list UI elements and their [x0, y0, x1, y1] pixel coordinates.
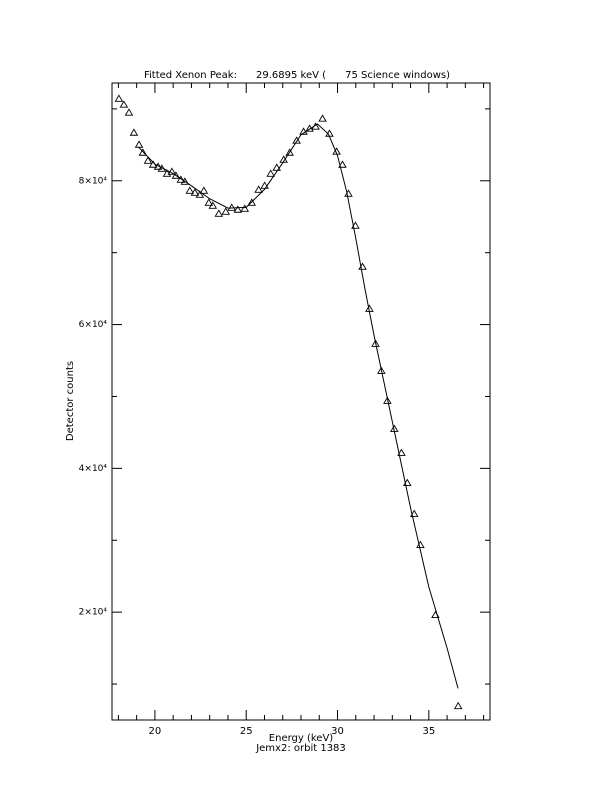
data-point — [365, 304, 374, 312]
plot-frame — [111, 82, 491, 721]
y-axis-label: Detector counts — [65, 361, 76, 441]
data-point — [305, 124, 314, 132]
data-point — [129, 128, 139, 136]
data-point — [153, 162, 163, 170]
data-point — [221, 207, 231, 215]
x-tick-label: 25 — [240, 726, 253, 737]
data-point — [134, 140, 144, 148]
data-point — [190, 188, 200, 196]
data-point — [338, 160, 347, 168]
data-point — [199, 186, 209, 194]
data-point — [114, 94, 124, 102]
data-point — [260, 181, 269, 189]
y-tick-label: 2×10⁴ — [79, 608, 108, 618]
data-point — [332, 147, 341, 155]
data-point — [240, 204, 250, 212]
data-point — [119, 100, 129, 108]
data-point — [318, 114, 327, 122]
data-point — [402, 478, 412, 486]
chart-title: Fitted Xenon Peak: 29.6895 keV ( 75 Scie… — [144, 70, 450, 81]
data-point — [383, 396, 392, 404]
data-point — [279, 155, 288, 163]
data-point — [208, 201, 218, 209]
data-point — [227, 203, 237, 211]
data-point — [157, 164, 167, 172]
data-point — [233, 205, 243, 213]
data-point — [311, 122, 320, 130]
data-point — [148, 160, 158, 168]
data-point — [185, 186, 195, 194]
data-point — [247, 198, 256, 206]
data-point — [138, 148, 148, 156]
data-point — [171, 171, 181, 179]
data-point — [371, 339, 380, 347]
data-point — [167, 167, 177, 175]
data-point — [214, 209, 224, 217]
data-point — [325, 129, 334, 137]
x-axis-label: Energy (keV) — [269, 733, 334, 744]
y-tick-label: 8×10⁴ — [79, 176, 108, 186]
data-point — [254, 185, 263, 193]
data-point — [143, 156, 153, 164]
data-point — [180, 177, 190, 185]
data-point — [409, 509, 419, 517]
data-point — [390, 424, 399, 432]
fit-curve — [138, 123, 459, 689]
x-tick-label: 20 — [149, 726, 162, 737]
data-point — [397, 448, 406, 456]
data-point — [124, 108, 134, 116]
data-point — [377, 366, 386, 374]
data-point — [416, 540, 425, 549]
data-point — [292, 136, 301, 144]
data-point — [266, 169, 275, 177]
y-tick-label: 6×10⁴ — [79, 320, 108, 330]
x-tick-label: 30 — [331, 726, 344, 737]
data-point — [176, 175, 186, 183]
data-point — [195, 190, 205, 198]
data-point — [453, 701, 463, 710]
data-point — [358, 262, 367, 270]
data-point — [285, 148, 294, 156]
y-tick-label: 4×10⁴ — [79, 464, 108, 474]
subtitle: Jemx2: orbit 1383 — [255, 743, 346, 754]
data-point — [299, 127, 308, 135]
data-point — [344, 189, 353, 197]
data-point — [204, 198, 214, 206]
data-point — [351, 221, 360, 229]
data-point — [272, 163, 281, 171]
data-point — [431, 610, 440, 619]
x-tick-label: 35 — [422, 726, 435, 737]
